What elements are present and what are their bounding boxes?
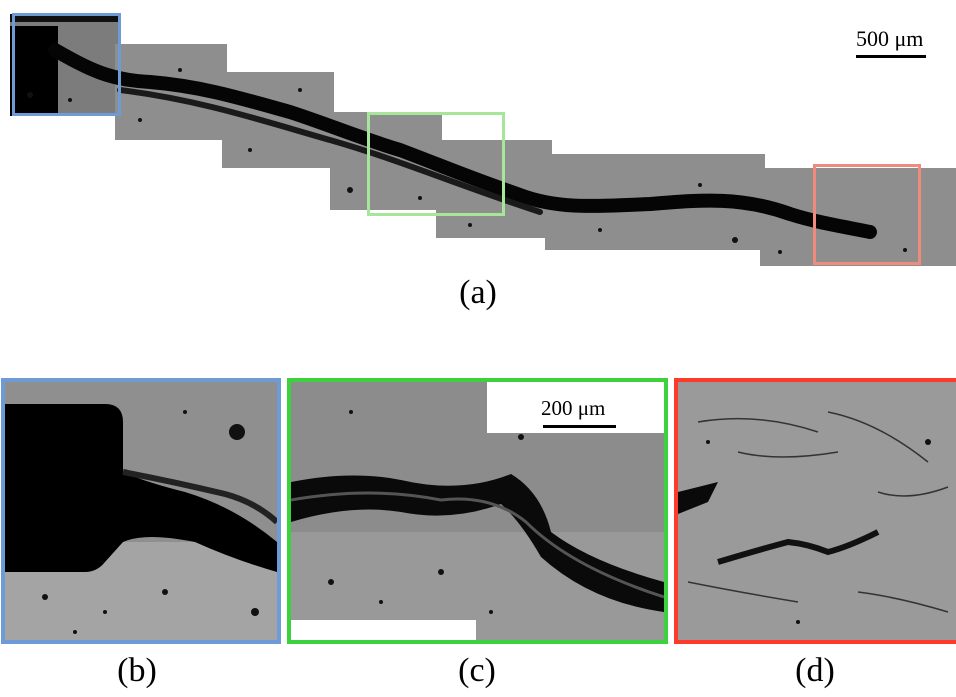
detail-scale-label: 200 μm	[541, 396, 606, 420]
panel-c-image	[291, 382, 664, 640]
caption-a: (a)	[459, 274, 497, 311]
roi-green-box	[367, 112, 505, 216]
overview-mosaic: 500 μm	[0, 0, 956, 270]
caption-b: (b)	[117, 652, 157, 689]
panel-c: 200 μm	[287, 378, 668, 644]
detail-scale-bar	[543, 425, 616, 428]
panel-b-image	[5, 382, 277, 640]
roi-blue-box	[12, 13, 121, 116]
caption-c: (c)	[458, 652, 496, 689]
panel-d-image	[678, 382, 956, 640]
overview-crack	[10, 14, 907, 254]
overview-scale-label: 500 μm	[856, 26, 924, 51]
panel-b	[1, 378, 281, 644]
caption-d: (d)	[795, 652, 835, 689]
panel-d	[674, 378, 956, 644]
roi-red-box	[813, 164, 921, 265]
overview-scale-bar	[856, 55, 926, 58]
